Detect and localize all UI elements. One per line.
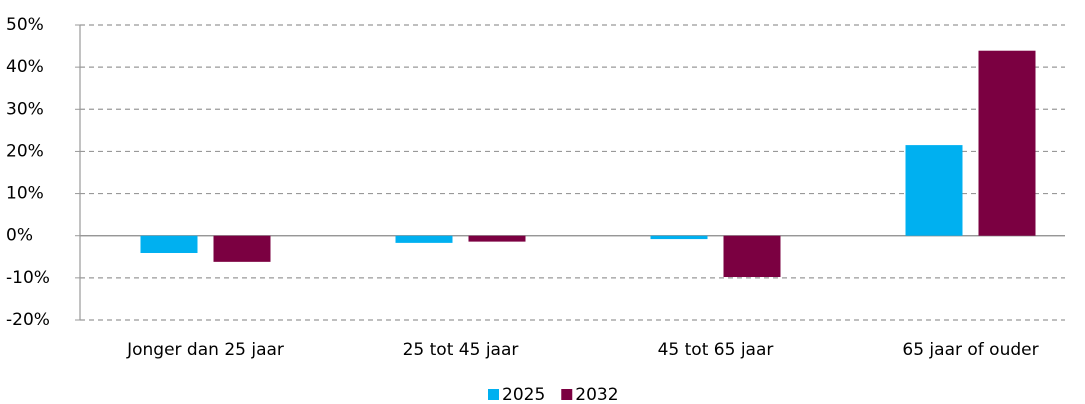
- legend-label: 2025: [502, 385, 545, 404]
- y-tick-label: 30%: [6, 99, 44, 119]
- y-tick-label: 0%: [6, 226, 33, 246]
- x-tick-label: Jonger dan 25 jaar: [126, 340, 284, 360]
- y-tick-label: 20%: [6, 141, 44, 161]
- bar: [905, 145, 963, 236]
- x-tick-label: 25 tot 45 jaar: [403, 340, 519, 360]
- legend-swatch: [488, 389, 499, 400]
- bar: [468, 235, 526, 242]
- legend-swatch: [561, 389, 573, 400]
- y-tick-label: 50%: [6, 15, 44, 35]
- bar: [978, 50, 1036, 236]
- y-tick-label: 40%: [6, 57, 44, 77]
- y-tick-label: 10%: [6, 184, 44, 204]
- bar: [395, 235, 453, 243]
- bar: [140, 235, 198, 253]
- bar: [650, 235, 708, 240]
- y-tick-label: -10%: [6, 268, 50, 288]
- x-tick-label: 45 tot 65 jaar: [658, 340, 774, 360]
- x-tick-label: 65 jaar of ouder: [902, 340, 1038, 360]
- bar: [723, 235, 781, 278]
- legend-label: 2032: [575, 385, 618, 404]
- y-tick-label: -20%: [6, 310, 50, 330]
- bar: [213, 235, 271, 262]
